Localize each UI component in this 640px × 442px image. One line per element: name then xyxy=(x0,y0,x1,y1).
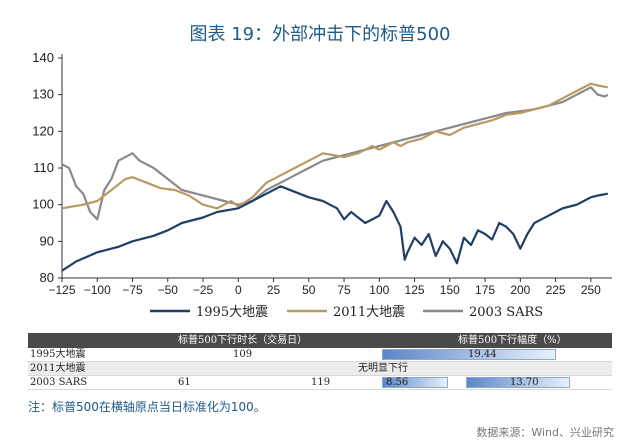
drop-bar-b xyxy=(466,377,570,388)
series-line-1 xyxy=(61,185,608,272)
table-row: 1995大地震 109 19.44 xyxy=(28,348,612,362)
y-tick-label: 120 xyxy=(32,123,54,138)
x-tick-label: 100 xyxy=(369,283,389,297)
y-tick-label: 80 xyxy=(40,270,54,285)
x-tick-label: −75 xyxy=(122,283,143,297)
table-row: 2003 SARS 61 119 8.56 13.70 xyxy=(28,376,612,390)
legend-label: 2003 SARS xyxy=(469,305,543,320)
header-duration: 标普500下行时长（交易日） xyxy=(178,335,308,346)
row-label: 2003 SARS xyxy=(30,377,88,388)
x-tick-label: 150 xyxy=(440,283,460,297)
x-tick-label: 175 xyxy=(475,283,495,297)
chart-legend: 1995大地震 2011大地震 2003 SARS xyxy=(150,305,543,320)
y-tick-label: 100 xyxy=(32,197,54,212)
duration-value-a: 61 xyxy=(178,377,191,388)
x-tick-label: 50 xyxy=(302,283,316,297)
duration-value-b: 119 xyxy=(311,377,331,388)
x-tick-label: −25 xyxy=(193,283,214,297)
table-row: 2011大地震 无明显下行 xyxy=(28,362,612,376)
row-label: 2011大地震 xyxy=(30,363,86,374)
footnote: 注：标普500在横轴原点当日标准化为100。 xyxy=(28,400,266,414)
source-note: 数据来源：Wind、兴业研究 xyxy=(476,426,614,439)
x-tick-label: 125 xyxy=(405,283,425,297)
x-tick-label: 225 xyxy=(546,283,566,297)
table-header-row: 标普500下行时长（交易日） 标普500下行幅度（%） xyxy=(28,333,612,348)
drop-value-a: 8.56 xyxy=(386,377,409,388)
y-tick-label: 90 xyxy=(40,233,54,248)
y-tick-label: 110 xyxy=(33,160,54,175)
legend-label: 1995大地震 xyxy=(196,305,268,320)
y-tick-label: 140 xyxy=(32,50,54,65)
header-drop: 标普500下行幅度（%） xyxy=(458,335,567,346)
series-line-3 xyxy=(61,86,609,221)
chart-axes: 80 90 100 110 120 130 140 −125 −100 −75 −50 −25 0 25 5… xyxy=(32,50,612,297)
legend-label: 2011大地震 xyxy=(333,305,405,320)
row-note: 无明显下行 xyxy=(358,363,408,374)
chart-series xyxy=(61,82,609,272)
row-label: 1995大地震 xyxy=(30,349,86,360)
drop-bar xyxy=(382,349,557,360)
x-tick-label: −100 xyxy=(84,283,111,297)
drop-bar-a xyxy=(382,377,448,388)
x-tick-label: 75 xyxy=(337,283,351,297)
drop-value-b: 13.70 xyxy=(510,377,539,388)
drop-value: 19.44 xyxy=(468,349,497,360)
duration-value: 109 xyxy=(233,349,253,360)
x-tick-label: −125 xyxy=(48,283,75,297)
x-tick-label: 25 xyxy=(267,283,281,297)
x-tick-label: −50 xyxy=(158,283,179,297)
chart-title: 图表 19：外部冲击下的标普500 xyxy=(189,24,451,45)
series-line-2 xyxy=(61,82,608,210)
x-tick-label: 0 xyxy=(235,283,242,297)
drawdown-table: 标普500下行时长（交易日） 标普500下行幅度（%） 1995大地震 109 … xyxy=(28,333,612,390)
x-tick-label: 200 xyxy=(510,283,530,297)
y-tick-label: 130 xyxy=(32,87,54,102)
line-chart: 80 90 100 110 120 130 140 −125 −100 −75 −50 −25 0 25 5… xyxy=(32,50,612,320)
x-tick-label: 250 xyxy=(581,283,601,297)
